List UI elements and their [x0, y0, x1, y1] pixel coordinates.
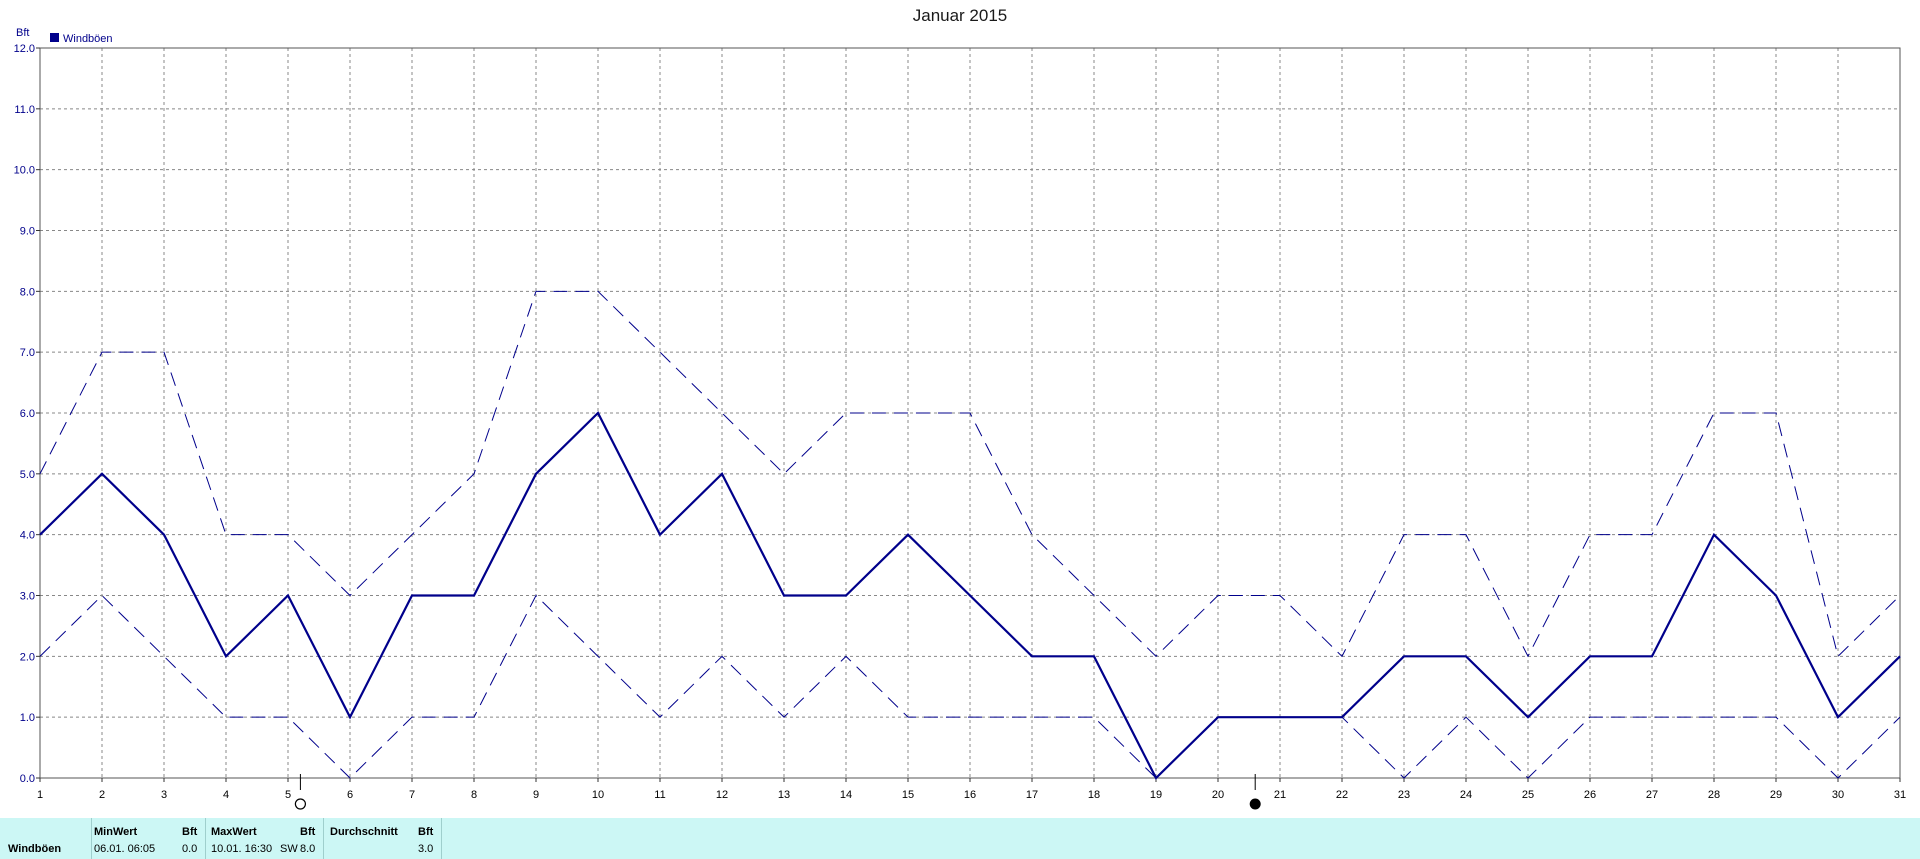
- stats-max-cell: MaxWert Bft 10.01. 16:30 SW 8.0: [206, 818, 324, 859]
- x-tick-label: 4: [223, 789, 229, 801]
- series-line-windboeen: [39, 411, 1901, 780]
- y-tick-label: 0.0: [20, 773, 35, 785]
- min-date: 06.01. 06:05: [94, 843, 156, 855]
- x-tick-label: 24: [1460, 789, 1472, 801]
- x-tick-label: 12: [716, 789, 728, 801]
- avg-value: 3.0: [418, 843, 434, 855]
- x-tick-label: 23: [1398, 789, 1410, 801]
- max-unit: Bft: [300, 826, 316, 838]
- avg-header: Durchschnitt: [330, 826, 398, 838]
- series-line-lower-dashed: [39, 594, 1901, 779]
- y-tick-label: 5.0: [20, 469, 35, 481]
- wind-gust-chart: Januar 2015 0.0 1.0 2.0 3.0 4.0 5.0 6.0 7.0 8.0 9.…: [14, 6, 1906, 810]
- min-header: MinWert: [94, 826, 138, 838]
- x-tick-label: 29: [1770, 789, 1782, 801]
- x-tick-label: 15: [902, 789, 914, 801]
- stats-row-label: Windböen: [8, 843, 62, 855]
- x-tick-label: 17: [1026, 789, 1038, 801]
- y-tick-label: 7.0: [20, 347, 35, 359]
- y-tick-label: 8.0: [20, 286, 35, 298]
- min-value: 0.0: [182, 843, 198, 855]
- max-direction: SW: [280, 843, 298, 855]
- x-tick-label: 13: [778, 789, 790, 801]
- x-tick-label: 1: [37, 789, 43, 801]
- x-tick-label: 20: [1212, 789, 1224, 801]
- max-header: MaxWert: [211, 826, 257, 838]
- y-tick-label: 4.0: [20, 530, 35, 542]
- x-tick-label: 6: [347, 789, 353, 801]
- x-tick-label: 19: [1150, 789, 1162, 801]
- new-moon-icon: [1249, 798, 1261, 810]
- y-tick-label: 1.0: [20, 712, 35, 724]
- x-tick-label: 21: [1274, 789, 1286, 801]
- stats-min-cell: MinWert Bft 06.01. 06:05 0.0: [92, 818, 206, 859]
- full-moon-icon: [294, 798, 306, 810]
- statistics-bar: Windböen MinWert Bft 06.01. 06:05 0.0 Ma…: [0, 818, 1920, 859]
- x-tick-label: 3: [161, 789, 167, 801]
- y-tick-label: 9.0: [20, 226, 35, 238]
- x-tick-label: 9: [533, 789, 539, 801]
- x-tick-label: 28: [1708, 789, 1720, 801]
- stats-avg-cell: Durchschnitt Bft 3.0: [324, 818, 442, 859]
- y-axis-unit: Bft: [16, 27, 29, 39]
- x-tick-label: 8: [471, 789, 477, 801]
- x-tick-label: 2: [99, 789, 105, 801]
- x-tick-label: 10: [592, 789, 604, 801]
- max-value: 8.0: [300, 843, 316, 855]
- avg-unit: Bft: [418, 826, 434, 838]
- y-tick-label: 2.0: [20, 651, 35, 663]
- x-tick-label: 31: [1894, 789, 1906, 801]
- x-tick-label: 30: [1832, 789, 1844, 801]
- x-tick-label: 5: [285, 789, 291, 801]
- x-tick-label: 14: [840, 789, 852, 801]
- x-tick-label: 27: [1646, 789, 1658, 801]
- x-tick-label: 18: [1088, 789, 1100, 801]
- series-line-upper-dashed: [39, 290, 1901, 658]
- max-date: 10.01. 16:30: [211, 843, 273, 855]
- x-tick-label: 16: [964, 789, 976, 801]
- chart-title: Januar 2015: [913, 6, 1008, 25]
- y-tick-label: 10.0: [14, 165, 35, 177]
- x-tick-label: 7: [409, 789, 415, 801]
- x-tick-label: 25: [1522, 789, 1534, 801]
- y-tick-label: 11.0: [14, 104, 35, 116]
- min-unit: Bft: [182, 826, 198, 838]
- y-tick-label: 12.0: [14, 43, 35, 55]
- x-tick-label: 11: [654, 789, 665, 801]
- y-tick-label: 3.0: [20, 591, 35, 603]
- x-tick-label: 26: [1584, 789, 1596, 801]
- stats-label-cell: Windböen: [0, 818, 92, 859]
- legend-label: Windböen: [63, 33, 113, 45]
- legend-swatch: [50, 33, 59, 42]
- x-tick-label: 22: [1336, 789, 1348, 801]
- y-tick-label: 6.0: [20, 408, 35, 420]
